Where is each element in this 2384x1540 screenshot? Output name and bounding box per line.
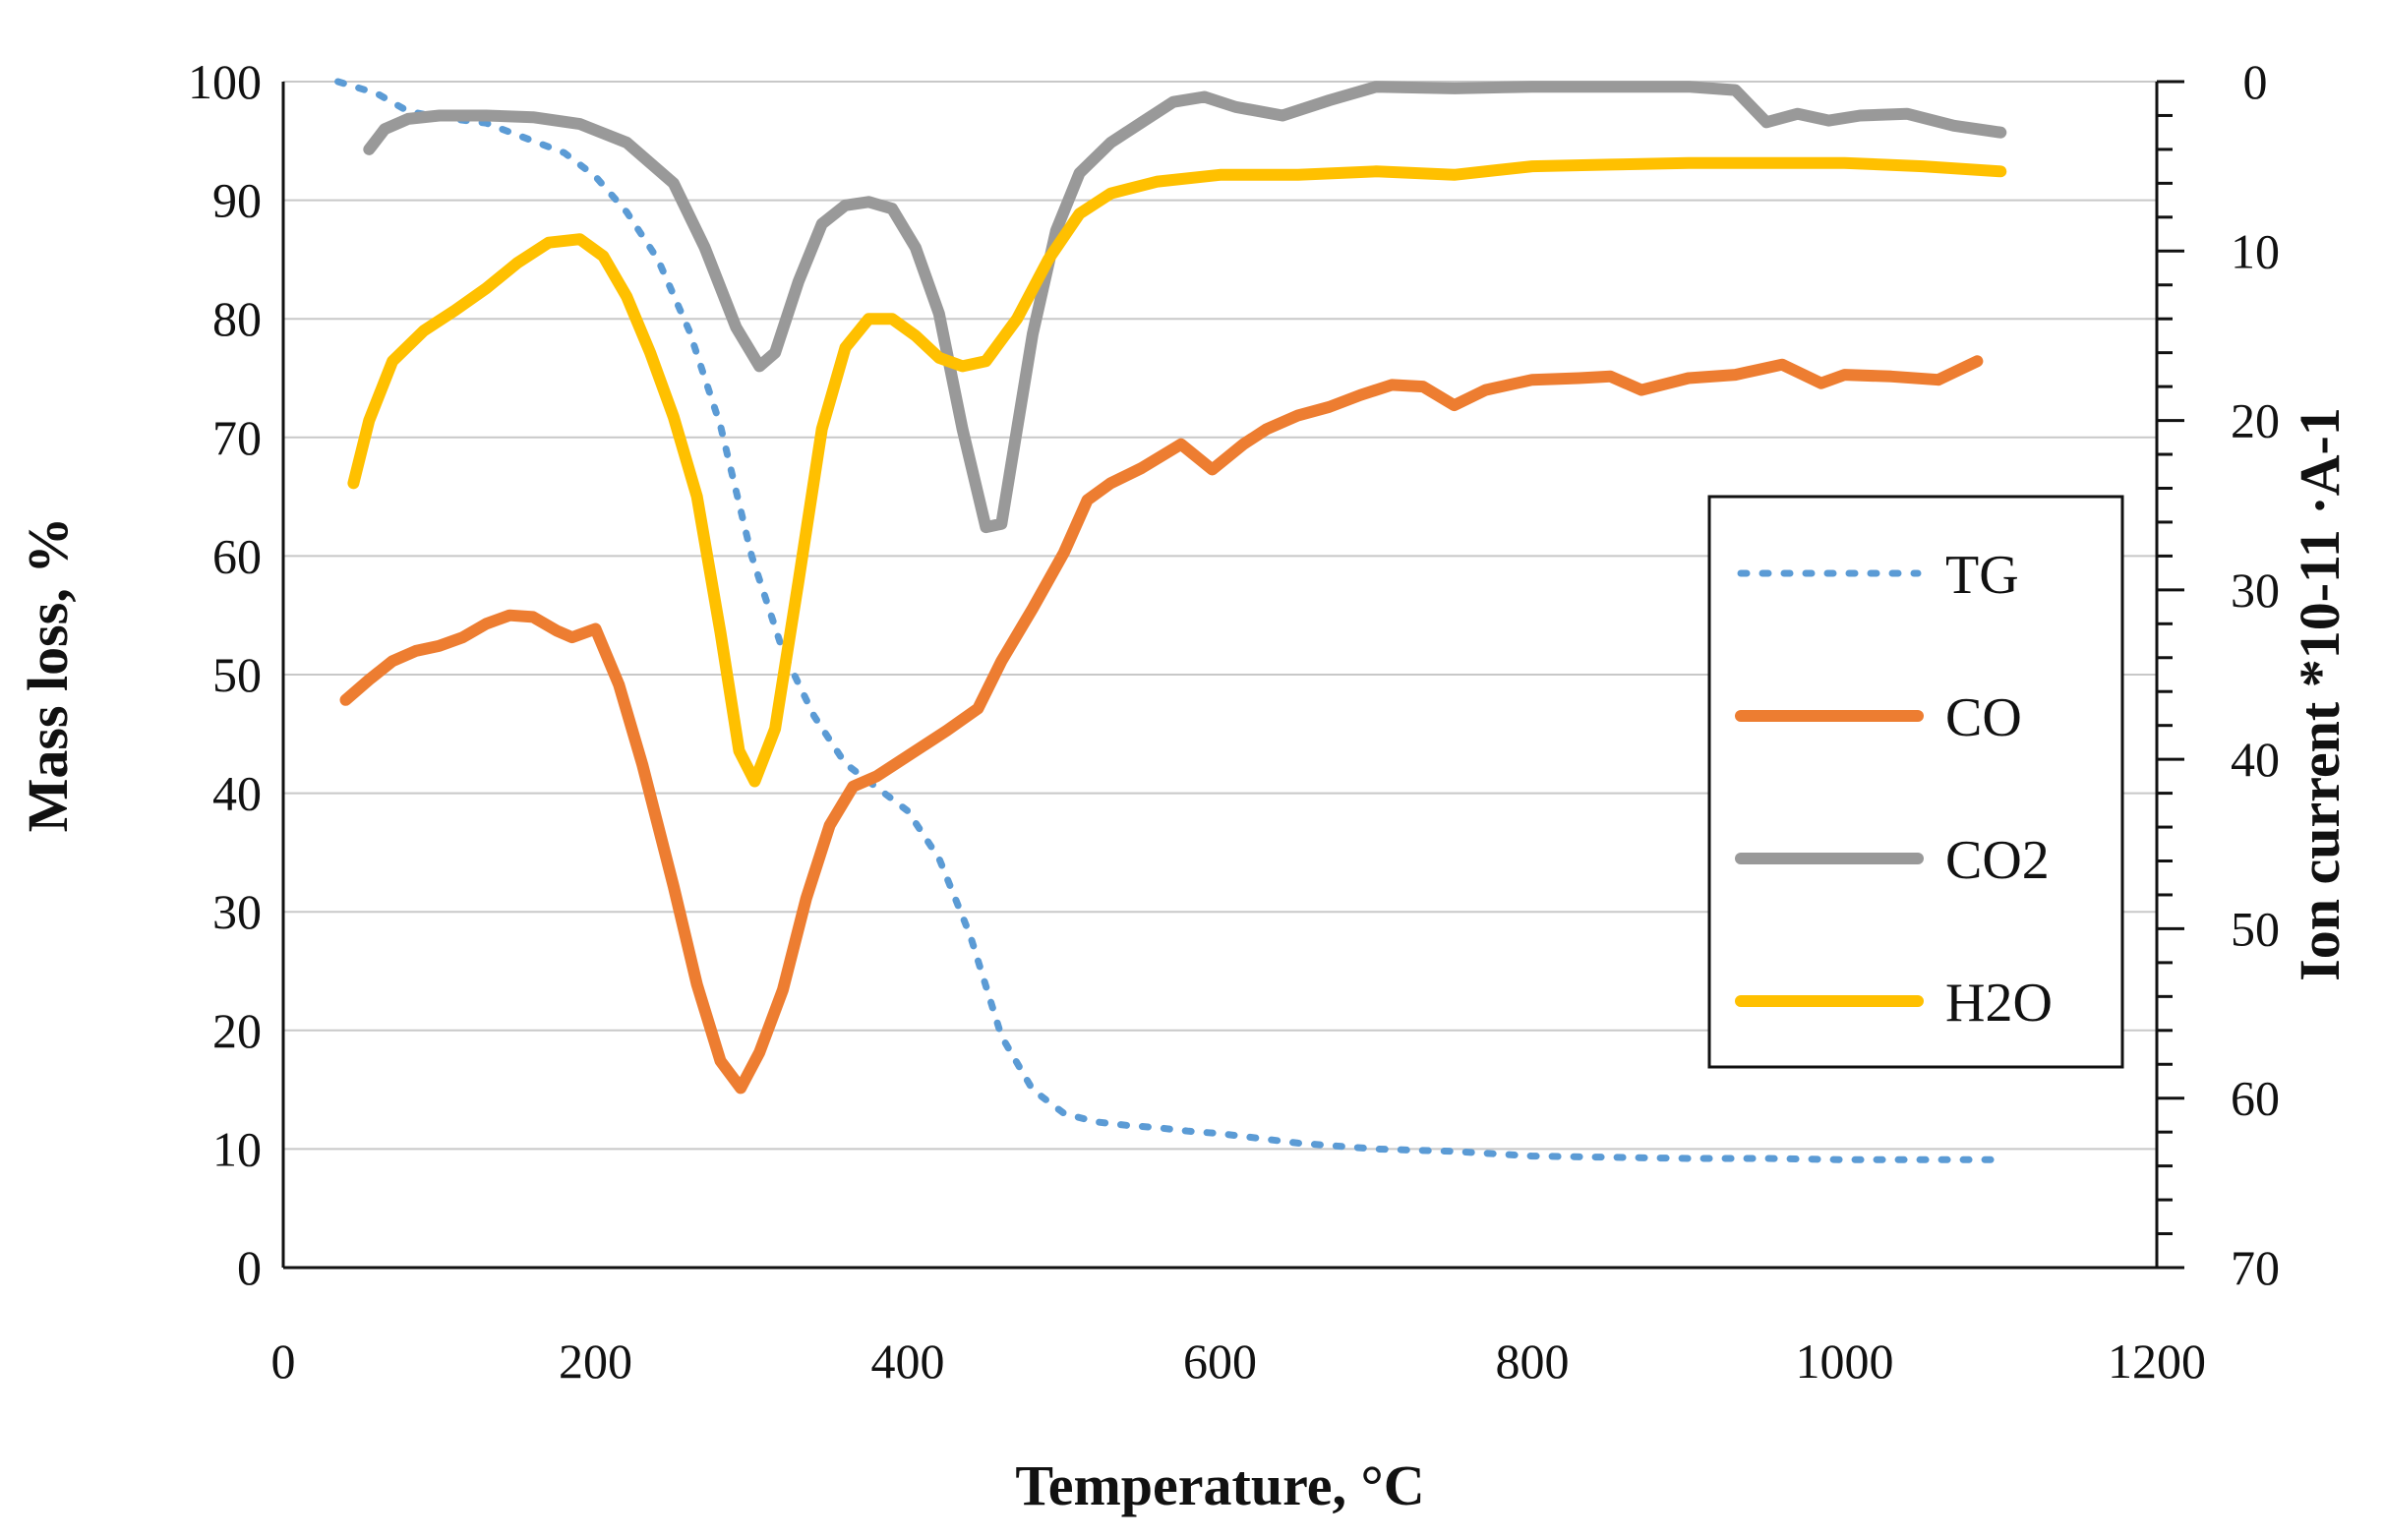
y2-axis-title: Ion current *10-11 ·A-1 — [2288, 407, 2352, 981]
y-tick-label: 90 — [212, 173, 262, 228]
x-tick-label: 1000 — [1796, 1333, 1894, 1389]
gridlines — [283, 81, 2157, 1151]
legend: TG CO CO2 H2O — [1707, 495, 2124, 1069]
x-tick-label: 200 — [559, 1333, 632, 1389]
y2-tick-label: 60 — [2231, 1071, 2280, 1126]
series-co-line — [339, 355, 1984, 1095]
x-tick-label: 800 — [1496, 1333, 1570, 1389]
y-tick-label: 20 — [212, 1003, 262, 1058]
series-tg-line — [334, 78, 2004, 1163]
y2-tick-label: 20 — [2231, 393, 2280, 448]
left-tick-labels: 0 10 20 30 40 50 60 70 80 90 100 — [188, 54, 262, 1295]
y-tick-label: 30 — [212, 884, 262, 939]
series-co2-line — [363, 81, 2007, 534]
y2-tick-label: 50 — [2231, 901, 2280, 956]
legend-box — [1707, 495, 2124, 1069]
y-tick-label: 100 — [188, 54, 262, 109]
legend-label-co: CO — [1945, 687, 2022, 748]
y2-tick-label: 70 — [2231, 1240, 2280, 1295]
x-axis-title: Temperature, °C — [1015, 1453, 1424, 1517]
y-tick-label: 10 — [212, 1121, 262, 1176]
plot-area — [281, 82, 2159, 1270]
series-h2o-line — [347, 156, 2007, 788]
legend-label-tg: TG — [1945, 545, 2019, 606]
y-tick-label: 50 — [212, 647, 262, 702]
right-tick-labels: 0 10 20 30 40 50 60 70 — [2157, 54, 2280, 1295]
y-tick-label: 70 — [212, 410, 262, 465]
x-tick-label: 1200 — [2108, 1333, 2206, 1389]
y2-tick-label: 10 — [2231, 223, 2280, 278]
x-tick-label: 0 — [271, 1333, 296, 1389]
y2-tick-label: 40 — [2231, 732, 2280, 787]
x-tick-label: 600 — [1183, 1333, 1257, 1389]
y-tick-label: 80 — [212, 291, 262, 346]
bottom-tick-labels: 0 200 400 600 800 1000 1200 — [271, 1333, 2207, 1389]
series-layer — [334, 78, 2007, 1163]
legend-label-h2o: H2O — [1945, 973, 2053, 1034]
x-tick-label: 400 — [871, 1333, 945, 1389]
y-tick-label: 40 — [212, 766, 262, 821]
legend-label-co2: CO2 — [1945, 830, 2050, 891]
y2-tick-label: 0 — [2243, 54, 2268, 109]
y2-tick-label: 30 — [2231, 563, 2280, 618]
y-tick-label: 0 — [237, 1240, 262, 1295]
y-tick-label: 60 — [212, 528, 262, 583]
y-axis-title: Mass loss, % — [16, 517, 80, 833]
